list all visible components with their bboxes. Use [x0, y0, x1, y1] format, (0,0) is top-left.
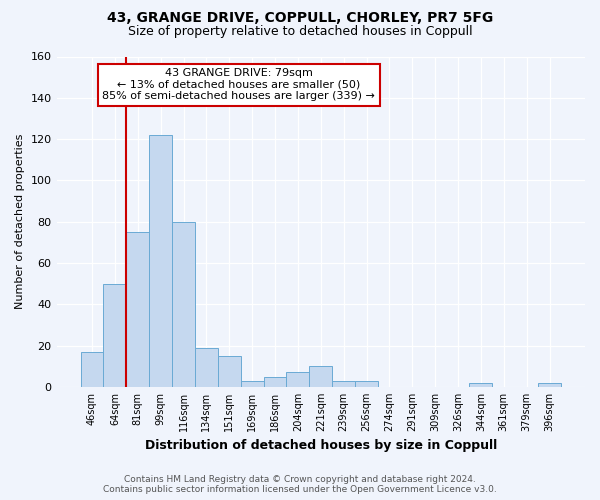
Bar	[80, 352, 103, 387]
Bar	[127, 232, 149, 387]
Text: 43, GRANGE DRIVE, COPPULL, CHORLEY, PR7 5FG: 43, GRANGE DRIVE, COPPULL, CHORLEY, PR7 …	[107, 11, 493, 25]
Text: Contains HM Land Registry data © Crown copyright and database right 2024.
Contai: Contains HM Land Registry data © Crown c…	[103, 474, 497, 494]
Bar	[286, 372, 310, 387]
X-axis label: Distribution of detached houses by size in Coppull: Distribution of detached houses by size …	[145, 440, 497, 452]
Bar	[195, 348, 218, 387]
Bar	[149, 135, 172, 387]
Bar	[241, 380, 263, 387]
Bar	[538, 383, 561, 387]
Text: 43 GRANGE DRIVE: 79sqm
← 13% of detached houses are smaller (50)
85% of semi-det: 43 GRANGE DRIVE: 79sqm ← 13% of detached…	[103, 68, 375, 102]
Bar	[172, 222, 195, 387]
Text: Size of property relative to detached houses in Coppull: Size of property relative to detached ho…	[128, 25, 472, 38]
Bar	[103, 284, 127, 387]
Bar	[263, 376, 286, 387]
Bar	[355, 380, 378, 387]
Bar	[218, 356, 241, 387]
Bar	[332, 380, 355, 387]
Y-axis label: Number of detached properties: Number of detached properties	[15, 134, 25, 310]
Bar	[310, 366, 332, 387]
Bar	[469, 383, 493, 387]
